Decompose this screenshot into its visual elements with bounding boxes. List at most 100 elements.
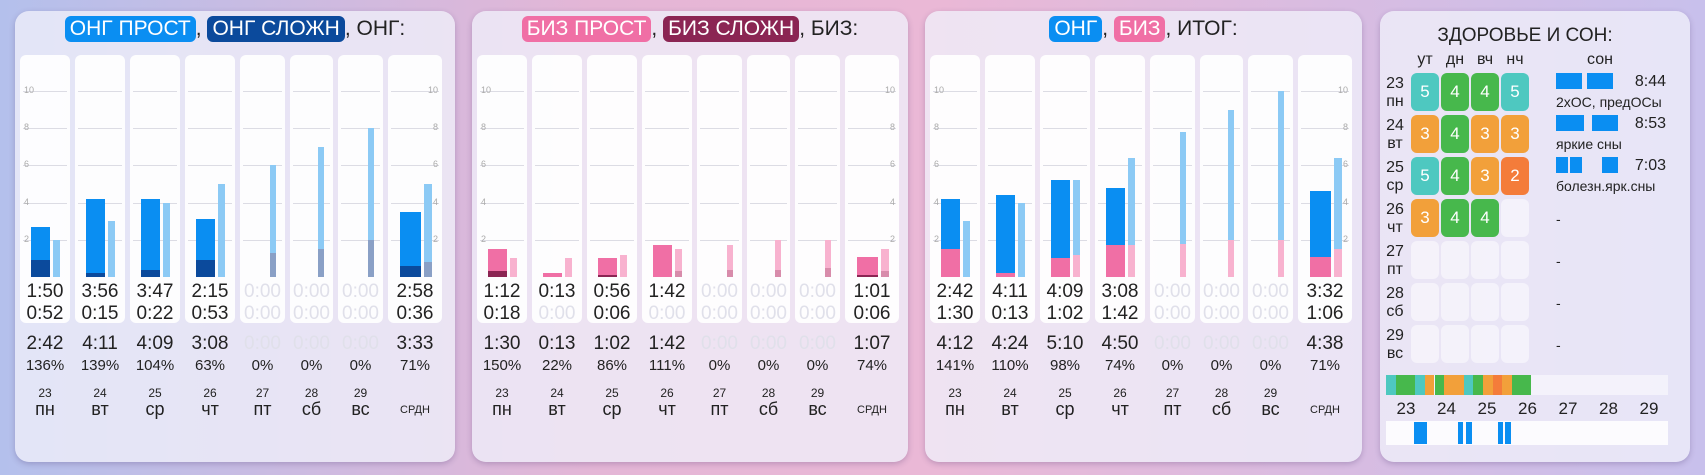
time-complex: 0:00	[750, 303, 787, 324]
time-total: 4:09	[136, 333, 174, 354]
gridline	[293, 128, 330, 130]
ong-chart: 10 8 6 4 2 10 8 6 4 2	[15, 45, 455, 323]
total-bar-biz	[996, 273, 1015, 277]
gridline	[798, 128, 837, 130]
grid-tick-label: 8	[889, 122, 895, 133]
time-complex: 0:52	[26, 303, 64, 324]
weekday: ср	[145, 399, 165, 419]
percent: 0%	[349, 357, 372, 374]
percent: 0%	[1161, 357, 1184, 374]
mood-segment	[1395, 375, 1406, 395]
percent: 63%	[194, 357, 226, 374]
time-simple: 0:00	[701, 281, 738, 302]
biz-simple-legend: БИЗ ПРОСТ	[521, 16, 652, 42]
grid-tick-label: 4	[934, 196, 940, 207]
sleep-blocks	[1556, 73, 1614, 89]
time-simple: 0:00	[799, 281, 836, 302]
total-bar-biz	[1106, 245, 1125, 277]
complex-bar	[31, 260, 50, 277]
day-number: 23	[38, 386, 52, 400]
target-bar-base	[1334, 249, 1342, 277]
timeline-day: 24	[1437, 399, 1456, 418]
time-complex: 0:00	[1203, 303, 1240, 324]
time-simple: 1:12	[483, 281, 521, 302]
grid-tick-label: 8	[24, 122, 30, 133]
gridline	[535, 91, 579, 92]
gridline	[1043, 128, 1087, 130]
gridline	[535, 239, 579, 241]
percent: 0%	[1210, 357, 1233, 374]
gridline	[341, 239, 380, 241]
gridline	[700, 91, 739, 92]
day-number: 26	[1113, 386, 1127, 400]
percent: 74%	[1104, 357, 1136, 374]
biz-title: БИЗ ПРОСТ, БИЗ СЛОЖН, БИЗ:	[472, 16, 908, 42]
ong-title-tail: , ОНГ:	[344, 17, 406, 40]
target-bar-base	[1128, 245, 1135, 277]
percent: 0%	[708, 357, 731, 374]
day-column	[985, 55, 1035, 323]
ong-title: ОНГ ПРОСТ, ОНГ СЛОЖН, ОНГ:	[15, 16, 455, 42]
health-row-day: 29 вс	[1382, 327, 1408, 363]
gridline	[933, 128, 977, 130]
health-score-cell	[1411, 283, 1439, 321]
gridline	[848, 91, 896, 92]
gridline	[23, 128, 67, 130]
health-score-cell	[1471, 283, 1499, 321]
gridline	[78, 128, 122, 130]
day-number: 26	[660, 386, 674, 400]
gridline	[700, 165, 739, 167]
target-bar	[163, 202, 170, 277]
gridline	[750, 91, 787, 92]
time-total: 4:50	[1101, 333, 1139, 354]
sleep-note: -	[1556, 211, 1561, 227]
gridline	[341, 128, 380, 130]
simple-bar	[141, 198, 160, 277]
health-score-cell: 4	[1471, 199, 1499, 237]
sleep-segment	[1570, 157, 1582, 173]
health-col-header: вч	[1476, 51, 1494, 68]
gridline	[243, 91, 282, 92]
time-simple: 0:00	[293, 281, 330, 302]
gridline	[590, 202, 634, 204]
time-simple: 1:42	[648, 281, 686, 302]
mood-segment	[1483, 375, 1493, 395]
grid-tick-label: 2	[481, 233, 487, 244]
time-complex: 1:02	[1046, 303, 1084, 324]
day-number: 24	[93, 386, 107, 400]
health-score-cell	[1501, 325, 1529, 363]
time-total: 0:00	[342, 333, 379, 354]
row-weekday: вс	[1386, 345, 1404, 362]
health-score-cell	[1441, 325, 1469, 363]
day-column	[240, 55, 285, 323]
sleep-segment	[1587, 73, 1613, 89]
mood-segment	[1521, 375, 1532, 395]
percent: 139%	[80, 357, 120, 374]
sleep-segment	[1556, 157, 1568, 173]
row-weekday: сб	[1386, 303, 1404, 320]
mood-segment	[1434, 375, 1445, 395]
time-simple: 0:00	[1154, 281, 1191, 302]
day-column	[747, 55, 790, 323]
time-simple: 3:47	[136, 281, 174, 302]
time-total: 0:00	[1203, 333, 1240, 354]
gridline	[1203, 202, 1240, 204]
time-total: 4:12	[936, 333, 974, 354]
day-number: 29	[810, 386, 825, 400]
row-day-number: 25	[1386, 159, 1404, 176]
sleep-note: 2хОС, предОСы	[1556, 94, 1662, 110]
day-column	[1095, 55, 1145, 323]
gridline	[293, 165, 330, 167]
sleep-note: -	[1556, 253, 1561, 269]
time-total: 0:00	[244, 333, 281, 354]
gridline	[750, 239, 787, 241]
gridline	[188, 202, 232, 204]
health-score-cell	[1411, 241, 1439, 279]
biz-title-tail: , БИЗ:	[799, 17, 859, 40]
time-total: 1:07	[853, 333, 891, 354]
target-bar	[775, 239, 781, 277]
complex-bar	[141, 269, 160, 277]
time-complex: 0:00	[1154, 303, 1191, 324]
health-score-cell: 5	[1411, 157, 1439, 195]
time-total: 0:13	[538, 333, 576, 354]
